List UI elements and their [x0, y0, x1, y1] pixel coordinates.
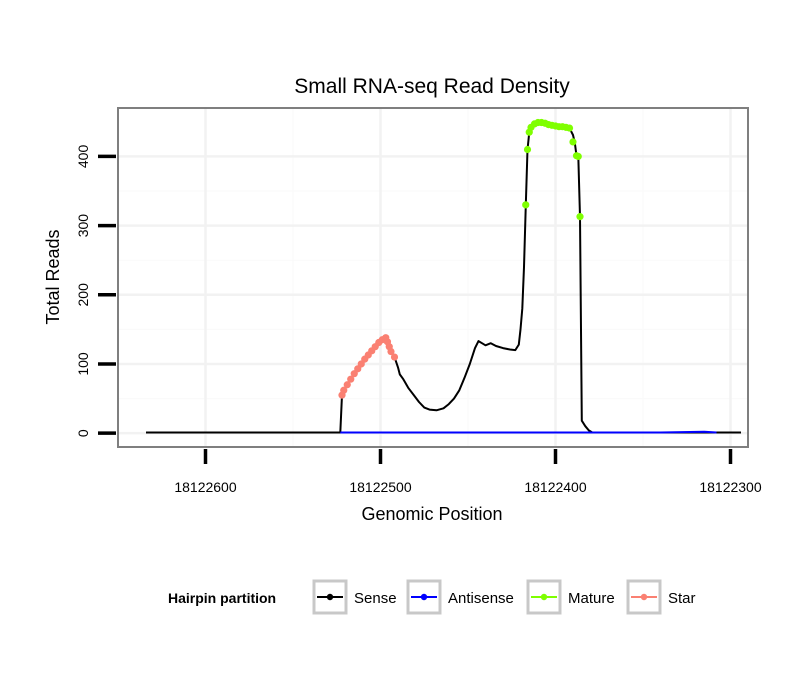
- point-mature: [569, 138, 577, 146]
- legend-entry-mature: Mature: [526, 579, 615, 615]
- y-axis-label: Total Reads: [43, 229, 63, 324]
- point-star: [343, 381, 351, 389]
- y-axis: 0 100 200 300 400: [75, 145, 116, 437]
- point-mature: [522, 201, 530, 209]
- point-star: [340, 386, 348, 394]
- y-tick-label: 400: [75, 145, 91, 169]
- plot-border: [117, 107, 749, 448]
- point-star: [387, 347, 395, 356]
- legend-entry-antisense: Antisense: [406, 579, 514, 615]
- point-mature: [576, 213, 584, 221]
- y-tick-label: 100: [75, 352, 91, 376]
- legend-entry-sense: Sense: [312, 579, 397, 615]
- point-mature: [523, 145, 532, 154]
- y-tick-label: 200: [75, 283, 91, 307]
- chart-title: Small RNA-seq Read Density: [294, 75, 570, 98]
- legend-label-mature: Mature: [568, 590, 615, 607]
- legend-title: Hairpin partition: [168, 590, 276, 606]
- x-axis-label: Genomic Position: [361, 504, 502, 524]
- x-tick-label: 18122500: [349, 479, 412, 495]
- plot-panel: [118, 108, 748, 447]
- legend-label-star: Star: [668, 590, 696, 607]
- legend: Hairpin partition Sense Antisense Mature…: [168, 579, 696, 615]
- legend-key-dot-star: [640, 593, 648, 601]
- x-axis: 18122600 18122500 18122400 18122300: [174, 449, 762, 495]
- legend-label-sense: Sense: [354, 590, 397, 607]
- legend-key-dot-sense: [326, 593, 334, 601]
- x-tick-label: 18122300: [699, 479, 762, 495]
- legend-key-dot-antisense: [420, 593, 428, 601]
- point-star: [347, 375, 355, 383]
- x-tick-label: 18122600: [174, 479, 237, 495]
- series-points: [338, 118, 584, 399]
- series-line-antisense: [340, 430, 717, 434]
- x-tick-label: 18122400: [524, 479, 587, 495]
- legend-label-antisense: Antisense: [448, 590, 514, 607]
- point-mature: [565, 124, 574, 132]
- y-tick-label: 0: [75, 429, 91, 437]
- point-mature: [574, 152, 582, 161]
- point-star: [390, 353, 399, 361]
- legend-key-dot-mature: [540, 593, 548, 601]
- legend-entry-star: Star: [626, 579, 696, 615]
- y-tick-label: 300: [75, 214, 91, 238]
